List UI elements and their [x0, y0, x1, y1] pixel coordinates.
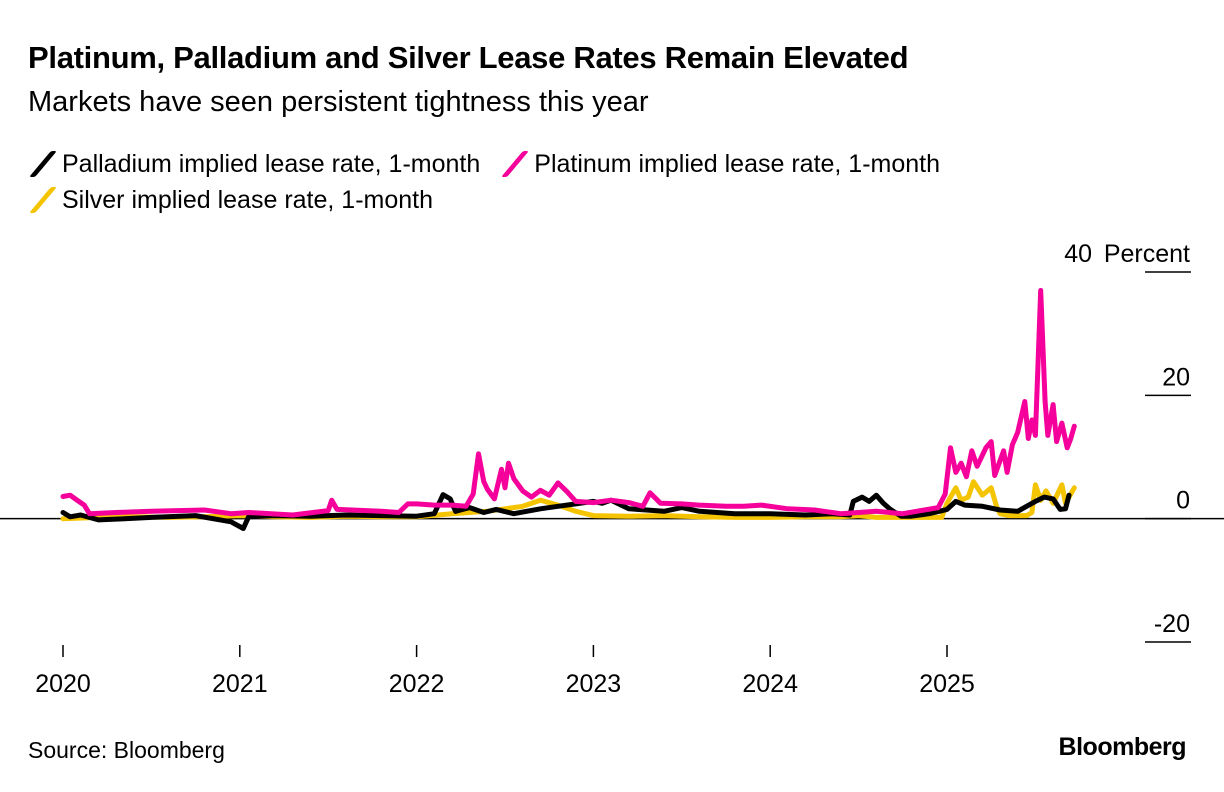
legend-item-silver: Silver implied lease rate, 1-month: [28, 186, 433, 215]
x-tick-label-2021: 2021: [212, 670, 268, 698]
y-tick-label--20: -20: [1154, 610, 1190, 638]
y-tick-label-20: 20: [1162, 363, 1190, 391]
legend-label-silver: Silver implied lease rate, 1-month: [62, 185, 433, 214]
legend-item-palladium: Palladium implied lease rate, 1-month: [28, 150, 480, 179]
y-tick-label-0: 0: [1176, 487, 1190, 515]
x-tick-label-2020: 2020: [35, 670, 91, 698]
x-tick-label-2025: 2025: [919, 670, 975, 698]
source-note: Source: Bloomberg: [28, 737, 225, 763]
y-tick-label-40: 40: [1064, 240, 1092, 268]
legend-label-palladium: Palladium implied lease rate, 1-month: [62, 149, 481, 178]
legend-swatch-silver: [29, 187, 57, 213]
chart-title: Platinum, Palladium and Silver Lease Rat…: [28, 40, 909, 75]
y-axis-unit-label: Percent: [1104, 240, 1190, 268]
legend: Palladium implied lease rate, 1-month Pl…: [28, 146, 1178, 218]
legend-swatch-platinum: [501, 151, 530, 177]
x-tick-label-2023: 2023: [566, 670, 622, 698]
legend-item-platinum: Platinum implied lease rate, 1-month: [500, 150, 940, 179]
legend-label-platinum: Platinum implied lease rate, 1-month: [534, 149, 941, 178]
series-line-platinum: [60, 288, 1077, 518]
chart-area: 40 20 0 -20 Percent 2020 2021 2022 2023 2024 2025: [0, 240, 1224, 698]
chart-subtitle: Markets have seen persistent tightness t…: [28, 86, 649, 118]
x-tick-label-2024: 2024: [742, 670, 798, 698]
brand-logo: Bloomberg: [1058, 733, 1187, 761]
legend-swatch-palladium: [29, 151, 57, 177]
x-tick-label-2022: 2022: [389, 670, 445, 698]
